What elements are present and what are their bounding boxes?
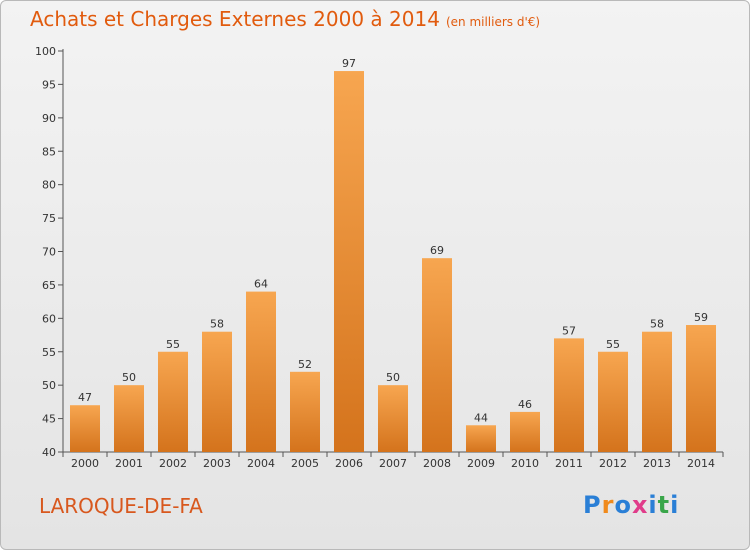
bar [642, 331, 672, 452]
chart-title: Achats et Charges Externes 2000 à 2014 (e… [30, 7, 540, 31]
logo-letter: i [670, 491, 680, 519]
bar [290, 371, 320, 452]
logo-letter: i [648, 491, 658, 519]
bar [554, 338, 584, 452]
y-tick-label: 85 [42, 145, 56, 158]
x-tick-label: 2008 [423, 457, 451, 470]
x-tick-label: 2013 [643, 457, 671, 470]
x-tick-label: 2006 [335, 457, 363, 470]
data-label: 58 [650, 318, 664, 331]
logo-letter: r [601, 491, 615, 519]
x-axis: 2000 2001 2002 2003 2004 2005 2006 2007 2008 2009… [62, 451, 724, 470]
y-tick-label: 50 [42, 379, 56, 392]
y-tick-label: 80 [42, 179, 56, 192]
x-tick-label: 2010 [511, 457, 539, 470]
bar [202, 331, 232, 452]
x-tick-label: 2011 [555, 457, 583, 470]
bar [422, 258, 452, 452]
data-label: 50 [386, 371, 400, 384]
y-tick-label: 95 [42, 78, 56, 91]
x-tick-label: 2014 [687, 457, 715, 470]
chart-title-text: Achats et Charges Externes 2000 à 2014 [30, 7, 440, 31]
bar [114, 385, 144, 452]
x-tick-label: 2012 [599, 457, 627, 470]
x-tick-label: 2002 [159, 457, 187, 470]
y-axis: 40 45 50 55 60 65 70 75 80 85 90 95 100 [35, 45, 64, 459]
bars [70, 71, 716, 453]
y-tick-label: 65 [42, 279, 56, 292]
x-tick-label: 2007 [379, 457, 407, 470]
data-label: 58 [210, 318, 224, 331]
data-label: 64 [254, 278, 268, 291]
bar [686, 325, 716, 452]
bar [246, 291, 276, 452]
logo-letter: x [631, 491, 649, 519]
bar [598, 351, 628, 452]
x-tick-label: 2009 [467, 457, 495, 470]
x-tick-label: 2000 [71, 457, 99, 470]
y-tick-label: 60 [42, 312, 56, 325]
logo-letter: P [583, 491, 602, 519]
data-label: 46 [518, 398, 532, 411]
bar [158, 351, 188, 452]
data-label: 55 [166, 338, 180, 351]
data-label: 47 [78, 391, 92, 404]
data-label: 57 [562, 324, 576, 337]
data-labels: 47 50 55 58 64 52 97 50 69 44 46 57 55 58 59 [78, 57, 708, 424]
y-tick-label: 40 [42, 446, 56, 459]
bar [510, 411, 540, 452]
proxiti-logo: Proxiti [583, 491, 679, 519]
x-tick-label: 2005 [291, 457, 319, 470]
data-label: 50 [122, 371, 136, 384]
data-label: 69 [430, 244, 444, 257]
data-label: 44 [474, 411, 488, 424]
y-tick-label: 55 [42, 346, 56, 359]
x-tick-label: 2003 [203, 457, 231, 470]
y-tick-label: 45 [42, 413, 56, 426]
x-tick-label: 2001 [115, 457, 143, 470]
data-label: 59 [694, 311, 708, 324]
logo-letter: t [657, 491, 671, 519]
y-tick-label: 100 [35, 45, 56, 58]
y-tick-label: 75 [42, 212, 56, 225]
commune-name: LAROQUE-DE-FA [39, 494, 203, 518]
y-tick-label: 70 [42, 246, 56, 259]
bar [378, 385, 408, 452]
bar [334, 71, 364, 453]
y-tick-label: 90 [42, 112, 56, 125]
bar [70, 405, 100, 452]
x-tick-label: 2004 [247, 457, 275, 470]
logo-letter: o [614, 491, 632, 519]
data-label: 52 [298, 358, 312, 371]
data-label: 55 [606, 338, 620, 351]
data-label: 97 [342, 57, 356, 70]
bar [466, 425, 496, 452]
chart-unit: (en milliers d'€) [445, 15, 541, 29]
